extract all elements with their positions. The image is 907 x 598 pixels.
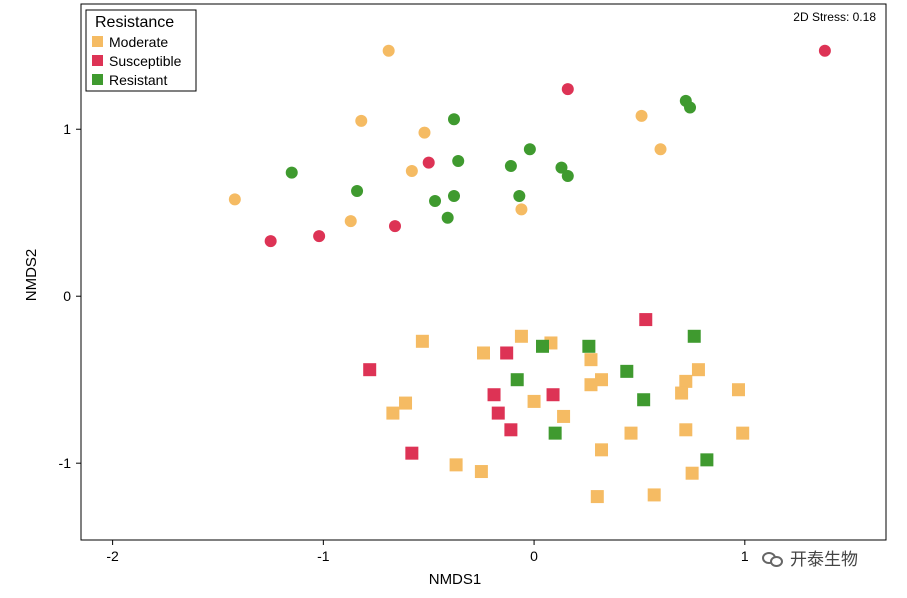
- data-point-moderate: [736, 426, 750, 440]
- data-point-resistant: [447, 190, 460, 203]
- data-point-moderate: [557, 409, 571, 423]
- data-point-susceptible: [491, 406, 505, 420]
- data-point-moderate: [624, 426, 638, 440]
- data-point-moderate: [415, 334, 429, 348]
- data-point-moderate: [679, 423, 693, 437]
- data-point-moderate: [418, 126, 431, 139]
- data-point-resistant: [582, 339, 596, 353]
- data-point-susceptible: [264, 235, 277, 248]
- x-tick-label: 0: [530, 548, 538, 564]
- series-susceptible-square: [363, 313, 653, 460]
- data-point-moderate: [382, 44, 395, 57]
- y-tick-label: -1: [59, 455, 72, 471]
- data-point-moderate: [514, 329, 528, 343]
- legend-label-susceptible: Susceptible: [109, 53, 182, 69]
- data-point-susceptible: [405, 446, 419, 460]
- data-point-moderate: [685, 466, 699, 480]
- data-point-moderate: [386, 406, 400, 420]
- data-point-susceptible: [546, 388, 560, 402]
- x-tick-label: 1: [741, 548, 749, 564]
- data-point-moderate: [654, 143, 667, 156]
- data-point-susceptible: [487, 388, 501, 402]
- data-point-resistant: [513, 190, 526, 203]
- data-point-resistant: [561, 169, 574, 182]
- data-point-moderate: [595, 373, 609, 387]
- data-point-moderate: [635, 109, 648, 122]
- legend-label-moderate: Moderate: [109, 34, 168, 50]
- data-point-resistant: [536, 339, 550, 353]
- watermark-text: 开泰生物: [790, 550, 858, 570]
- legend-label-resistant: Resistant: [109, 72, 167, 88]
- y-axis-title: NMDS2: [23, 249, 40, 302]
- series-moderate-square: [386, 329, 750, 504]
- data-point-susceptible: [422, 156, 435, 169]
- x-axis-title: NMDS1: [429, 571, 482, 588]
- legend: Resistance Moderate Susceptible Resistan…: [85, 9, 197, 92]
- data-point-resistant: [441, 211, 454, 224]
- data-point-susceptible: [504, 423, 518, 437]
- data-point-resistant: [429, 195, 442, 208]
- legend-swatch-resistant: [92, 74, 103, 85]
- wechat-icon: [762, 550, 784, 567]
- legend-swatch-moderate: [92, 36, 103, 47]
- data-point-resistant: [548, 426, 562, 440]
- series-susceptible-circle: [264, 44, 831, 248]
- stress-annotation: 2D Stress: 0.18: [793, 10, 876, 24]
- data-point-moderate: [584, 353, 598, 367]
- data-point-susceptible: [639, 313, 653, 327]
- x-tick-label: -2: [106, 548, 119, 564]
- data-point-moderate: [590, 490, 604, 504]
- plot-frame: [80, 3, 887, 541]
- data-points: [228, 44, 831, 504]
- data-point-resistant: [620, 364, 634, 378]
- data-point-moderate: [228, 193, 241, 206]
- data-point-moderate: [647, 488, 661, 502]
- data-point-moderate: [515, 203, 528, 216]
- y-tick-label: 0: [63, 288, 71, 304]
- data-point-resistant: [555, 161, 568, 174]
- data-point-moderate: [691, 363, 705, 377]
- data-point-resistant: [684, 101, 697, 114]
- data-point-moderate: [595, 443, 609, 457]
- data-point-moderate: [527, 394, 541, 408]
- data-point-resistant: [523, 143, 536, 156]
- data-point-resistant: [637, 393, 651, 407]
- data-point-susceptible: [388, 220, 401, 233]
- legend-title: Resistance: [95, 14, 174, 31]
- data-point-moderate: [584, 378, 598, 392]
- series-resistant-circle: [285, 94, 697, 224]
- data-point-resistant: [285, 166, 298, 179]
- data-point-susceptible: [363, 363, 377, 377]
- data-point-resistant: [504, 159, 517, 172]
- legend-box: [85, 9, 197, 92]
- data-point-moderate: [355, 114, 368, 127]
- series-moderate-circle: [228, 44, 667, 228]
- data-point-susceptible: [313, 230, 326, 243]
- series-resistant-square: [510, 329, 714, 467]
- data-point-moderate: [731, 383, 745, 397]
- legend-swatch-susceptible: [92, 55, 103, 66]
- data-point-resistant: [351, 185, 364, 198]
- data-point-resistant: [452, 154, 465, 167]
- x-tick-label: -1: [317, 548, 330, 564]
- data-point-moderate: [474, 465, 488, 479]
- axes: -2 -1 0 1 -1 0 1: [59, 121, 749, 564]
- data-point-moderate: [477, 346, 490, 360]
- data-point-resistant: [687, 329, 701, 343]
- data-point-susceptible: [818, 44, 831, 57]
- y-tick-label: 1: [63, 121, 71, 137]
- data-point-moderate: [405, 164, 418, 177]
- data-point-moderate: [449, 458, 463, 472]
- data-point-resistant: [447, 113, 460, 126]
- data-point-susceptible: [561, 83, 574, 96]
- data-point-moderate: [399, 396, 413, 410]
- data-point-resistant: [510, 373, 524, 387]
- data-point-susceptible: [500, 346, 514, 360]
- data-point-moderate: [675, 386, 689, 400]
- data-point-moderate: [344, 215, 357, 228]
- data-point-resistant: [700, 453, 714, 467]
- watermark: 开泰生物: [762, 545, 858, 570]
- data-point-moderate: [679, 374, 693, 388]
